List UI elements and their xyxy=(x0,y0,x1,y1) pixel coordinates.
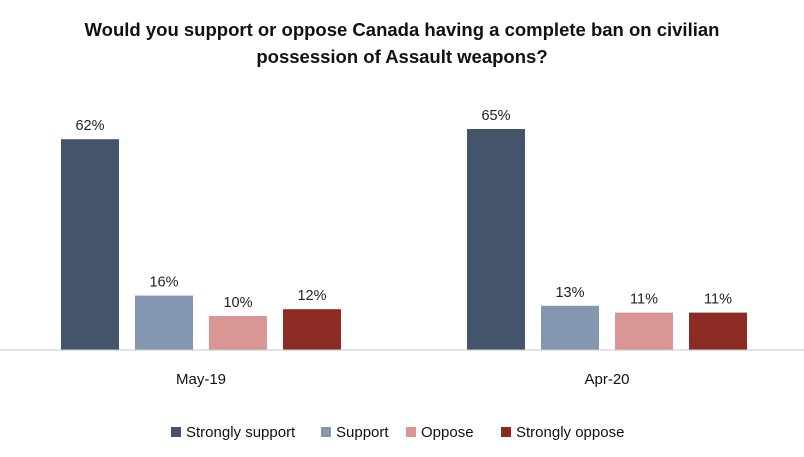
bar-oppose-may-19 xyxy=(209,316,267,350)
legend: Strongly support Support Oppose Strongly op… xyxy=(171,424,624,441)
category-label: May-19 xyxy=(176,371,226,388)
bar-strongly-support-may-19 xyxy=(61,139,119,350)
bar-support-apr-20 xyxy=(541,305,599,350)
bar-strongly-oppose-may-19 xyxy=(283,309,341,350)
bar-strongly-support-apr-20 xyxy=(467,129,525,350)
plot-area: 62% 16% 10% 12% 65% 13% 11% 11% xyxy=(61,108,747,350)
bar-oppose-apr-20 xyxy=(615,312,673,350)
legend-item-label: Support xyxy=(336,424,389,441)
data-label: 12% xyxy=(297,288,326,304)
data-label: 62% xyxy=(75,118,104,134)
bar-support-may-19 xyxy=(135,295,193,350)
data-label: 13% xyxy=(555,285,584,301)
data-label: 10% xyxy=(223,295,252,311)
data-label: 65% xyxy=(481,108,510,124)
legend-swatch xyxy=(171,427,181,437)
legend-item-label: Oppose xyxy=(421,424,474,441)
data-label: 16% xyxy=(149,275,178,291)
legend-swatch xyxy=(501,427,511,437)
chart-title: Would you support or oppose Canada havin… xyxy=(85,19,720,67)
chart-title-line-2: possession of Assault weapons? xyxy=(256,46,547,67)
legend-swatch xyxy=(321,427,331,437)
data-label: 11% xyxy=(630,292,658,308)
bar-strongly-oppose-apr-20 xyxy=(689,312,747,350)
legend-item-label: Strongly oppose xyxy=(516,424,624,441)
category-labels: May-19 Apr-20 xyxy=(176,371,630,388)
data-label: 11% xyxy=(704,292,732,308)
legend-swatch xyxy=(406,427,416,437)
category-label: Apr-20 xyxy=(584,371,629,388)
legend-item-label: Strongly support xyxy=(186,424,296,441)
chart-title-line-1: Would you support or oppose Canada havin… xyxy=(85,19,720,40)
